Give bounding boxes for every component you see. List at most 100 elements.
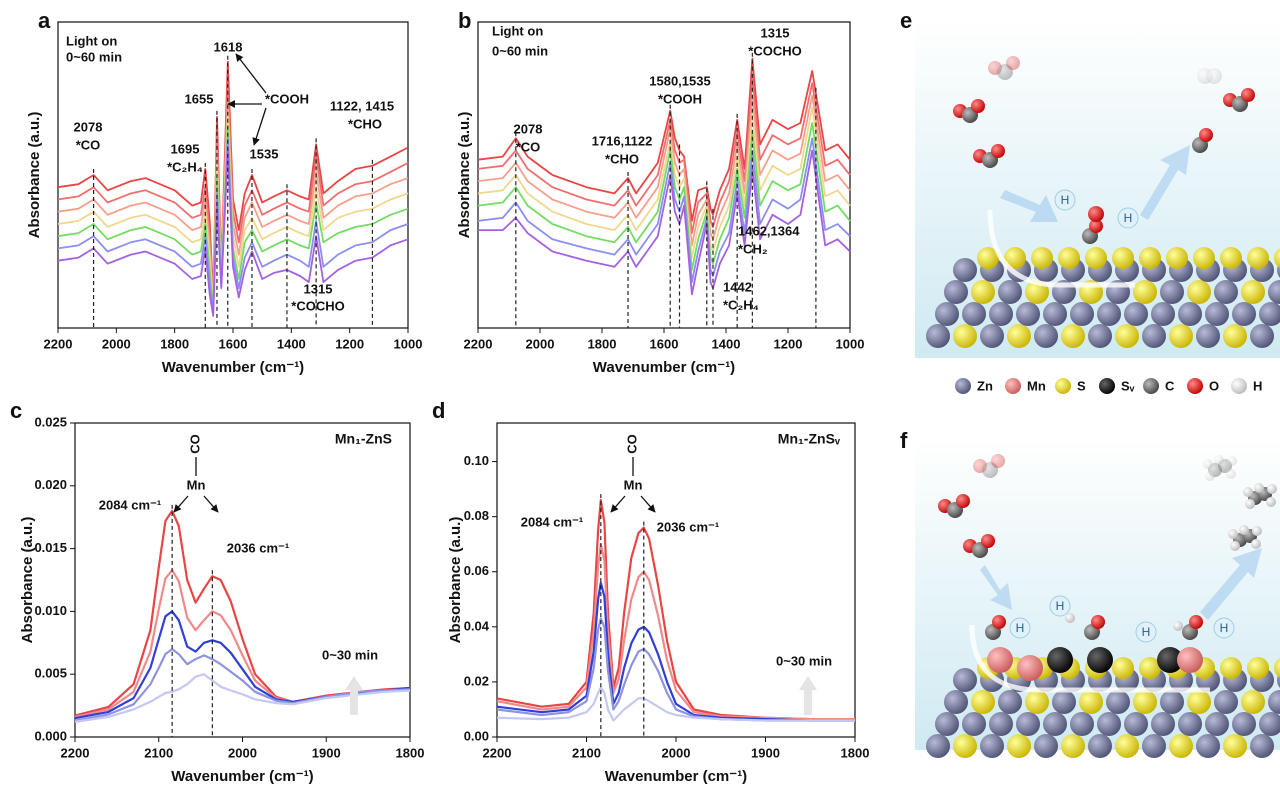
atom (1160, 280, 1184, 304)
legend-label: S (1077, 378, 1086, 393)
atom (980, 734, 1004, 758)
atom (1157, 647, 1183, 673)
annotation: 0~30 min (322, 647, 378, 662)
annotation: 1618 (214, 39, 243, 54)
atom (1241, 280, 1265, 304)
annotation: *COOH (265, 91, 309, 106)
atom (1250, 734, 1274, 758)
x-tick-label: 1000 (394, 336, 423, 351)
atom (1151, 712, 1175, 736)
atom (1007, 324, 1031, 348)
annotation: *CO (516, 139, 541, 154)
arrow (203, 495, 219, 513)
annotation: CO (624, 434, 639, 454)
y-tick-label: 0.10 (464, 453, 489, 468)
atom (1239, 525, 1249, 535)
flow-arrow (1200, 548, 1262, 620)
y-tick-label: 0.02 (464, 673, 489, 688)
x-tick-label: 1800 (588, 336, 617, 351)
atom (1169, 734, 1193, 758)
x-tick-label: 1000 (836, 336, 865, 351)
atom (1252, 526, 1262, 536)
panel-label: f (900, 428, 908, 453)
arrow (173, 495, 189, 513)
annotation: 1716,1122 (592, 133, 653, 148)
atom (1266, 497, 1276, 507)
h-label: H (1220, 621, 1229, 635)
spectrum-line (477, 137, 851, 283)
atom (1088, 206, 1104, 222)
atom (1070, 302, 1094, 326)
atom (1115, 324, 1139, 348)
atom (1133, 280, 1157, 304)
atom (1220, 657, 1242, 679)
atom (1250, 324, 1274, 348)
atom (1142, 324, 1166, 348)
atom (1034, 734, 1058, 758)
atom (1220, 247, 1242, 269)
x-axis-title: Wavenumber (cm⁻¹) (171, 768, 313, 785)
h-label: H (1061, 193, 1070, 207)
annotation: 2078 (74, 119, 103, 134)
atom (987, 647, 1013, 673)
atom (989, 712, 1013, 736)
atom (1169, 324, 1193, 348)
x-tick-label: 1400 (277, 336, 306, 351)
atom (1005, 378, 1021, 394)
atom (953, 324, 977, 348)
y-tick-label: 0.015 (34, 540, 67, 555)
atom (1087, 647, 1113, 673)
x-tick-label: 1800 (841, 745, 870, 760)
annotation: 0~30 min (776, 653, 832, 668)
time-arrow (799, 676, 817, 715)
flow-arrow (980, 565, 1012, 610)
y-tick-label: 0.000 (34, 728, 67, 743)
atom (1058, 247, 1080, 269)
atom (1247, 657, 1269, 679)
y-axis-title: Absorbance (a.u.) (447, 517, 464, 644)
atom (1259, 712, 1280, 736)
atom (977, 247, 999, 269)
atom (1205, 471, 1215, 481)
y-tick-label: 0.020 (34, 477, 67, 492)
atom (1142, 734, 1166, 758)
spectrum-line (477, 122, 851, 271)
atom (1133, 690, 1157, 714)
annotation: 1442 (723, 279, 752, 294)
atom (1139, 247, 1161, 269)
atom (1065, 613, 1075, 623)
spectrum-line (496, 543, 855, 721)
annotation: *CO (76, 137, 101, 152)
y-tick-label: 0.025 (34, 414, 67, 429)
atom (1047, 647, 1073, 673)
flow-arrow (1000, 190, 1058, 222)
atom (1199, 128, 1213, 142)
h-bubble (1213, 617, 1235, 639)
h-label: H (1124, 211, 1133, 225)
plot-frame (57, 21, 409, 329)
h-bubble (1117, 207, 1139, 229)
atom (1112, 247, 1134, 269)
legend-label: H (1253, 378, 1262, 393)
atom (1267, 484, 1277, 494)
atom (1004, 247, 1026, 269)
atom (1232, 712, 1256, 736)
atom (935, 712, 959, 736)
x-tick-label: 1200 (774, 336, 803, 351)
atom (1230, 541, 1240, 551)
panel-label: b (458, 8, 471, 33)
atom (989, 302, 1013, 326)
annotation: Mn₁-ZnSᵥ (778, 431, 841, 447)
atom (1274, 248, 1280, 268)
atom (1085, 247, 1107, 269)
flow-arrow (1140, 145, 1190, 220)
atom (1193, 247, 1215, 269)
h-bubble (1049, 595, 1071, 617)
annotation: 1315 (304, 281, 333, 296)
annotation: Light on (66, 33, 117, 48)
spectrum-line (496, 499, 855, 721)
x-tick-label: 2200 (61, 745, 90, 760)
atom (953, 668, 977, 692)
annotation: Mn (624, 477, 643, 492)
atom (1228, 529, 1238, 539)
